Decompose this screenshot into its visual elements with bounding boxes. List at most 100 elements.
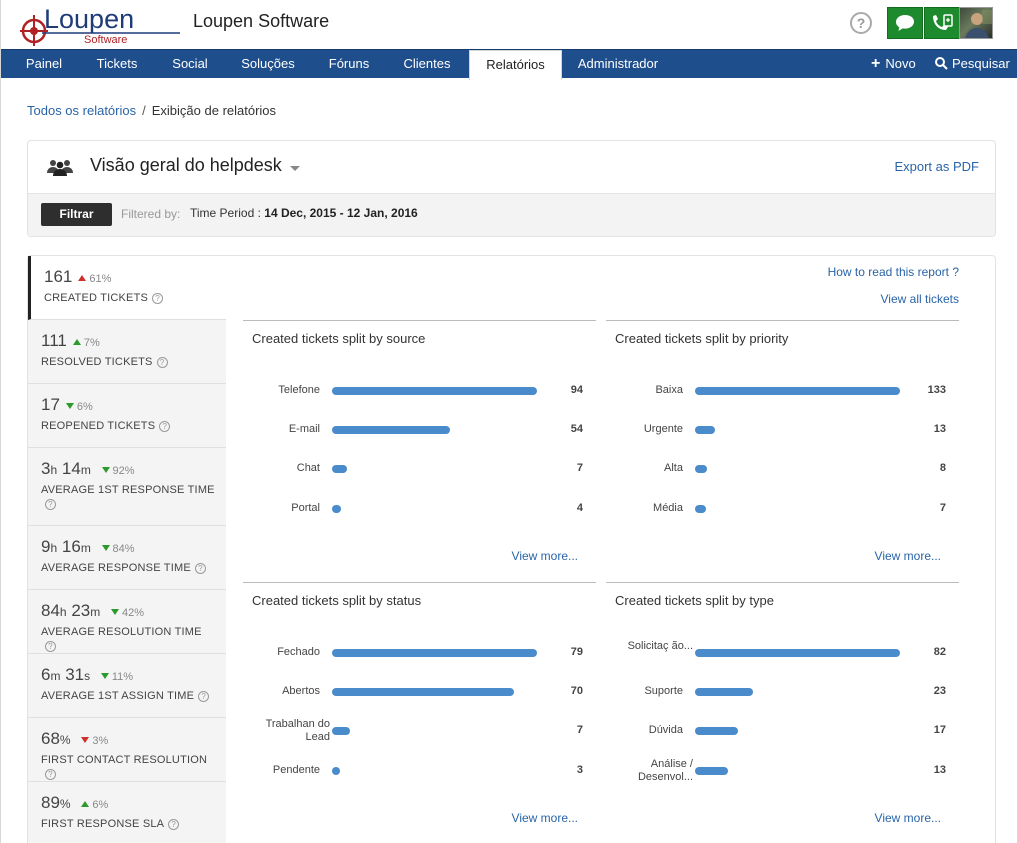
help-icon[interactable]: ? bbox=[850, 12, 872, 34]
view-more-link[interactable]: View more... bbox=[874, 549, 941, 563]
new-label: Novo bbox=[885, 56, 916, 71]
arrow-down-icon bbox=[65, 403, 74, 409]
view-more-link[interactable]: View more... bbox=[874, 811, 941, 825]
info-icon[interactable]: ? bbox=[152, 293, 164, 304]
chart-bar[interactable] bbox=[332, 767, 340, 775]
metric-change-value: 92% bbox=[112, 465, 135, 477]
filter-button[interactable]: Filtrar bbox=[41, 203, 112, 226]
brand-logo[interactable]: Loupen Software bbox=[18, 4, 183, 46]
chart-bar[interactable] bbox=[332, 426, 450, 434]
chart-value-label: 94 bbox=[570, 384, 583, 396]
nav-item-tickets[interactable]: Tickets bbox=[96, 56, 138, 71]
arrow-down-icon bbox=[101, 545, 110, 551]
metric-value: 6m 31s 11% bbox=[41, 665, 133, 685]
chart-bar[interactable] bbox=[332, 505, 341, 513]
view-more-link[interactable]: View more... bbox=[511, 811, 578, 825]
chart-panel: Created tickets split by status Fechado 79… bbox=[243, 582, 596, 843]
chart-bar[interactable] bbox=[332, 465, 347, 473]
metric-card[interactable]: 3h 14m 92% AVERAGE 1ST RESPONSE TIME? bbox=[28, 448, 226, 526]
info-icon[interactable]: ? bbox=[159, 421, 171, 432]
info-icon[interactable]: ? bbox=[198, 691, 210, 702]
search-button[interactable]: Pesquisar bbox=[935, 50, 1010, 79]
metric-card[interactable]: 6m 31s 11% AVERAGE 1ST ASSIGN TIME? bbox=[28, 654, 226, 718]
chart-bar[interactable] bbox=[695, 387, 900, 395]
info-icon[interactable]: ? bbox=[45, 499, 56, 510]
report-title[interactable]: Visão geral do helpdesk bbox=[90, 155, 282, 175]
metric-unit: % bbox=[59, 733, 71, 747]
metric-number: 14 bbox=[61, 459, 81, 478]
chart-category-label: Média bbox=[653, 502, 683, 514]
chart-bar[interactable] bbox=[695, 505, 706, 513]
chart-bar[interactable] bbox=[695, 465, 707, 473]
metric-value: 68% 3% bbox=[41, 729, 108, 749]
chat-button[interactable] bbox=[887, 7, 923, 39]
metric-card[interactable]: 111 7% RESOLVED TICKETS? bbox=[28, 320, 226, 384]
nav-item-clientes[interactable]: Clientes bbox=[403, 56, 451, 71]
plus-icon: + bbox=[871, 55, 881, 72]
nav-item-relatorios[interactable]: Relatórios bbox=[469, 50, 562, 80]
chart-value-label: 7 bbox=[576, 724, 583, 736]
chart-category-label: Chat bbox=[296, 462, 320, 474]
chart-bar[interactable] bbox=[695, 426, 715, 434]
chart-value-label: 17 bbox=[933, 724, 946, 736]
chart-bar[interactable] bbox=[332, 649, 537, 657]
info-icon[interactable]: ? bbox=[45, 641, 56, 652]
chart-bar[interactable] bbox=[695, 727, 738, 735]
time-period-label: Time Period : bbox=[190, 206, 261, 220]
chart-panel: Created tickets split by source Telefone 9… bbox=[243, 320, 596, 582]
nav-item-social[interactable]: Social bbox=[172, 56, 208, 71]
export-pdf-link[interactable]: Export as PDF bbox=[894, 159, 979, 174]
chart-bar[interactable] bbox=[695, 688, 753, 696]
chevron-down-icon[interactable] bbox=[290, 166, 300, 171]
metric-label: FIRST RESPONSE SLA? bbox=[41, 817, 216, 831]
chart-bar[interactable] bbox=[332, 727, 350, 735]
metric-change: 61% bbox=[78, 273, 111, 285]
metric-number: 111 bbox=[41, 331, 67, 350]
metric-card[interactable]: 89% 6% FIRST RESPONSE SLA? bbox=[28, 782, 226, 843]
chart-value-label: 4 bbox=[576, 502, 583, 514]
metric-card[interactable]: 17 6% REOPENED TICKETS? bbox=[28, 384, 226, 448]
info-icon[interactable]: ? bbox=[194, 563, 206, 574]
chart-bar[interactable] bbox=[332, 688, 514, 696]
info-icon[interactable]: ? bbox=[45, 769, 56, 780]
metric-label-text: AVERAGE RESOLUTION TIME bbox=[41, 626, 202, 638]
metric-number: 84 bbox=[41, 601, 60, 620]
info-icon[interactable]: ? bbox=[156, 357, 168, 368]
metric-label-text: FIRST RESPONSE SLA bbox=[41, 818, 165, 830]
metric-card[interactable]: 161 61% CREATED TICKETS? bbox=[28, 256, 226, 320]
report-header-box: Visão geral do helpdesk Export as PDF Fi… bbox=[27, 140, 996, 237]
metric-card[interactable]: 84h 23m 42% AVERAGE RESOLUTION TIME? bbox=[28, 590, 226, 654]
user-avatar[interactable] bbox=[959, 7, 993, 39]
breadcrumb-all-reports[interactable]: Todos os relatórios bbox=[27, 103, 137, 118]
nav-item-administrador[interactable]: Administrador bbox=[577, 56, 659, 71]
chart-bar[interactable] bbox=[695, 767, 728, 775]
nav-item-painel[interactable]: Painel bbox=[25, 56, 63, 71]
metric-label: RESOLVED TICKETS? bbox=[41, 355, 216, 369]
metric-card[interactable]: 9h 16m 84% AVERAGE RESPONSE TIME? bbox=[28, 526, 226, 590]
chart-title: Created tickets split by priority bbox=[615, 331, 789, 346]
view-all-tickets-link[interactable]: View all tickets bbox=[880, 292, 959, 306]
chart-bar[interactable] bbox=[695, 649, 900, 657]
chart-value-label: 13 bbox=[933, 423, 946, 435]
how-to-read-link[interactable]: How to read this report ? bbox=[827, 265, 959, 279]
info-icon[interactable]: ? bbox=[168, 819, 180, 830]
chart-row: Abertos 70 bbox=[243, 677, 596, 707]
metric-change-value: 11% bbox=[111, 671, 134, 683]
nav-item-foruns[interactable]: Fóruns bbox=[328, 56, 370, 71]
new-button[interactable]: + Novo bbox=[871, 50, 916, 79]
main-nav: Painel Tickets Social Soluções Fóruns Cl… bbox=[1, 49, 1017, 80]
metric-number: 9 bbox=[41, 537, 51, 556]
metric-number: 17 bbox=[41, 395, 60, 414]
chart-category-label: Trabalhan do Lead bbox=[265, 718, 330, 743]
view-more-link[interactable]: View more... bbox=[511, 549, 578, 563]
chart-value-label: 23 bbox=[933, 685, 946, 697]
metric-label: REOPENED TICKETS? bbox=[41, 419, 216, 433]
search-icon bbox=[935, 57, 948, 70]
chart-panel: Created tickets split by priority Baixa 13… bbox=[606, 320, 959, 582]
nav-item-solucoes[interactable]: Soluções bbox=[241, 56, 295, 71]
metric-change-value: 6% bbox=[92, 799, 109, 811]
metric-card[interactable]: 68% 3% FIRST CONTACT RESOLUTION? bbox=[28, 718, 226, 782]
phone-button[interactable] bbox=[924, 7, 960, 39]
chart-bar[interactable] bbox=[332, 387, 537, 395]
